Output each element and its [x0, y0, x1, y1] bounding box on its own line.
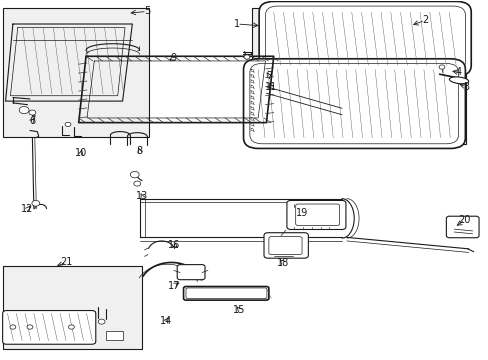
Text: 9: 9 [170, 53, 177, 63]
Circle shape [244, 55, 249, 59]
Bar [3, 266, 142, 348]
FancyBboxPatch shape [249, 63, 458, 144]
FancyBboxPatch shape [264, 233, 308, 258]
Circle shape [65, 122, 71, 127]
Bar [251, 8, 466, 144]
Circle shape [250, 69, 253, 72]
Text: 4: 4 [455, 67, 461, 77]
Circle shape [29, 110, 36, 115]
Circle shape [250, 129, 253, 131]
Text: 17: 17 [167, 281, 180, 291]
Bar [105, 330, 122, 339]
Circle shape [10, 325, 16, 329]
Text: 21: 21 [60, 257, 73, 267]
Ellipse shape [448, 77, 468, 84]
FancyBboxPatch shape [259, 1, 470, 76]
Text: 15: 15 [233, 305, 245, 315]
Circle shape [250, 75, 253, 77]
FancyBboxPatch shape [295, 204, 339, 226]
FancyBboxPatch shape [268, 237, 302, 255]
FancyBboxPatch shape [265, 6, 465, 71]
Circle shape [250, 96, 253, 99]
Text: 19: 19 [295, 208, 307, 218]
Circle shape [250, 113, 253, 115]
Text: 16: 16 [167, 239, 180, 249]
Text: 12: 12 [21, 204, 34, 215]
Circle shape [438, 65, 444, 69]
Text: 14: 14 [160, 316, 172, 325]
FancyBboxPatch shape [286, 201, 345, 229]
FancyBboxPatch shape [446, 216, 478, 238]
Circle shape [250, 102, 253, 104]
Circle shape [250, 118, 253, 120]
Text: 6: 6 [29, 116, 35, 126]
Circle shape [98, 319, 105, 324]
Text: 2: 2 [421, 15, 427, 26]
Text: 20: 20 [458, 215, 470, 225]
Circle shape [250, 80, 253, 82]
Circle shape [130, 171, 139, 178]
FancyBboxPatch shape [183, 287, 268, 300]
FancyBboxPatch shape [243, 59, 465, 148]
Circle shape [250, 91, 253, 93]
Circle shape [250, 86, 253, 88]
Circle shape [68, 325, 74, 329]
Text: 10: 10 [75, 148, 87, 158]
FancyBboxPatch shape [177, 265, 204, 280]
Text: 3: 3 [462, 82, 468, 92]
Circle shape [250, 107, 253, 109]
Text: 11: 11 [264, 82, 277, 92]
Text: 5: 5 [143, 6, 150, 17]
Circle shape [134, 181, 141, 186]
Text: 18: 18 [277, 258, 289, 268]
Circle shape [19, 107, 29, 114]
Circle shape [27, 325, 33, 329]
Text: 1: 1 [234, 19, 240, 29]
Circle shape [250, 123, 253, 126]
Bar [3, 8, 149, 137]
FancyBboxPatch shape [2, 311, 96, 344]
FancyBboxPatch shape [185, 288, 266, 299]
Circle shape [32, 201, 40, 206]
Text: 8: 8 [136, 146, 142, 156]
Text: 7: 7 [265, 71, 271, 81]
Text: 13: 13 [136, 191, 148, 201]
